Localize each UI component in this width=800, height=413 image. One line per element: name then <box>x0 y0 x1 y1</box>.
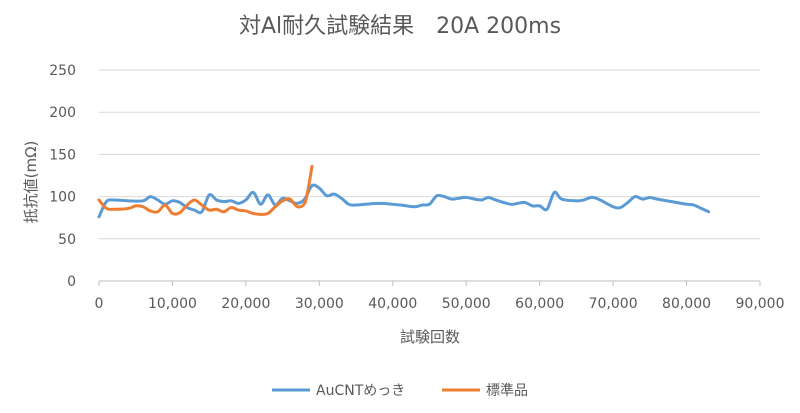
x-tick-label: 30,000 <box>295 296 344 312</box>
legend-label-2: 標準品 <box>486 383 528 399</box>
x-tick-label: 80,000 <box>662 296 711 312</box>
y-axis: 0 50 100 150 200 250 <box>49 63 76 290</box>
y-tick-label: 250 <box>49 63 76 79</box>
x-axis-title: 試験回数 <box>400 328 460 346</box>
plot-area <box>97 164 711 219</box>
y-tick-label: 150 <box>49 147 76 163</box>
x-tick-label: 40,000 <box>368 296 417 312</box>
series-line-2 <box>97 164 314 216</box>
y-tick-label: 200 <box>49 105 76 121</box>
x-axis: 0 10,000 20,000 30,000 40,000 50,000 60,000 70,… <box>95 281 785 312</box>
legend: AuCNTめっき 標準品 <box>272 383 528 399</box>
x-tick-label: 20,000 <box>221 296 270 312</box>
y-tick-label: 0 <box>67 274 76 290</box>
x-tick-label: 50,000 <box>442 296 491 312</box>
x-tick-label: 70,000 <box>589 296 638 312</box>
series-line-1 <box>97 183 711 219</box>
x-tick-label: 10,000 <box>148 296 197 312</box>
legend-label-1: AuCNTめっき <box>316 383 405 399</box>
x-tick-label: 0 <box>95 296 104 312</box>
chart-title: 対Al耐久試験結果 20A 200ms <box>239 14 561 39</box>
x-tick-label: 60,000 <box>515 296 564 312</box>
y-tick-label: 50 <box>58 232 76 248</box>
gridlines <box>99 69 760 282</box>
x-tick-label: 90,000 <box>736 296 785 312</box>
y-tick-label: 100 <box>49 190 76 206</box>
y-axis-title: 抵抗値(mΩ) <box>22 141 40 224</box>
